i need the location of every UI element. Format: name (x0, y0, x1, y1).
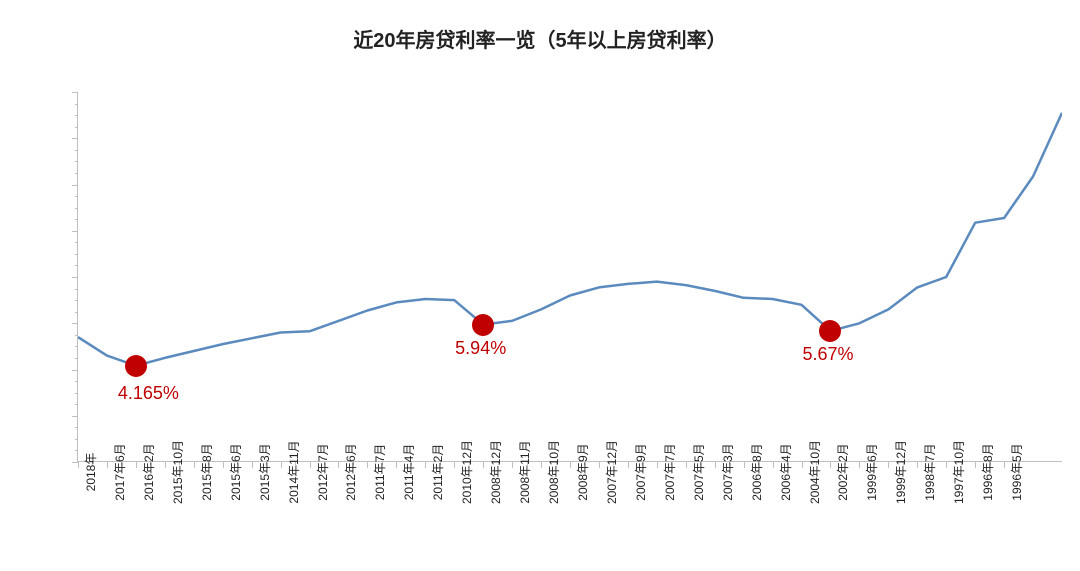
x-tick (773, 462, 774, 468)
x-tick (281, 462, 282, 468)
y-tick-label: 4.00% (0, 362, 66, 378)
x-tick (946, 462, 947, 468)
x-tick (165, 462, 166, 468)
x-tick (396, 462, 397, 468)
y-tick-label: 2.00% (0, 408, 66, 424)
y-tick-label: 8.00% (0, 269, 66, 285)
x-tick (454, 462, 455, 468)
x-tick (483, 462, 484, 468)
x-tick (1004, 462, 1005, 468)
y-tick-label: 10.00% (0, 223, 66, 239)
x-tick (252, 462, 253, 468)
x-tick (628, 462, 629, 468)
x-tick (367, 462, 368, 468)
y-tick-label: 6.00% (0, 315, 66, 331)
x-tick (657, 462, 658, 468)
x-tick (223, 462, 224, 468)
x-tick (686, 462, 687, 468)
chart-container: 近20年房贷利率一览（5年以上房贷利率） 0.00%2.00%4.00%6.00… (0, 0, 1080, 571)
x-tick (570, 462, 571, 468)
x-tick (830, 462, 831, 468)
x-tick (338, 462, 339, 468)
x-tick (975, 462, 976, 468)
callout-label: 4.165% (118, 383, 179, 404)
x-tick (425, 462, 426, 468)
x-tick (715, 462, 716, 468)
y-tick-label: 12.00% (0, 177, 66, 193)
x-tick (107, 462, 108, 468)
x-tick (136, 462, 137, 468)
x-tick (599, 462, 600, 468)
callout-dot (125, 355, 147, 377)
x-tick (917, 462, 918, 468)
callout-label: 5.67% (802, 344, 853, 365)
callout-label: 5.94% (455, 338, 506, 359)
x-tick (512, 462, 513, 468)
x-tick (859, 462, 860, 468)
plot-area: 0.00%2.00%4.00%6.00%8.00%10.00%12.00%14.… (78, 92, 1062, 462)
x-tick (310, 462, 311, 468)
x-tick (78, 462, 79, 468)
y-tick-label: 16.00% (0, 84, 66, 100)
x-tick (541, 462, 542, 468)
chart-title: 近20年房贷利率一览（5年以上房贷利率） (0, 24, 1080, 53)
x-tick (194, 462, 195, 468)
x-tick (802, 462, 803, 468)
line-series (78, 92, 1062, 462)
y-tick-label: 0.00% (0, 454, 66, 470)
x-tick (744, 462, 745, 468)
callout-dot (472, 314, 494, 336)
y-tick-label: 14.00% (0, 130, 66, 146)
x-tick (888, 462, 889, 468)
